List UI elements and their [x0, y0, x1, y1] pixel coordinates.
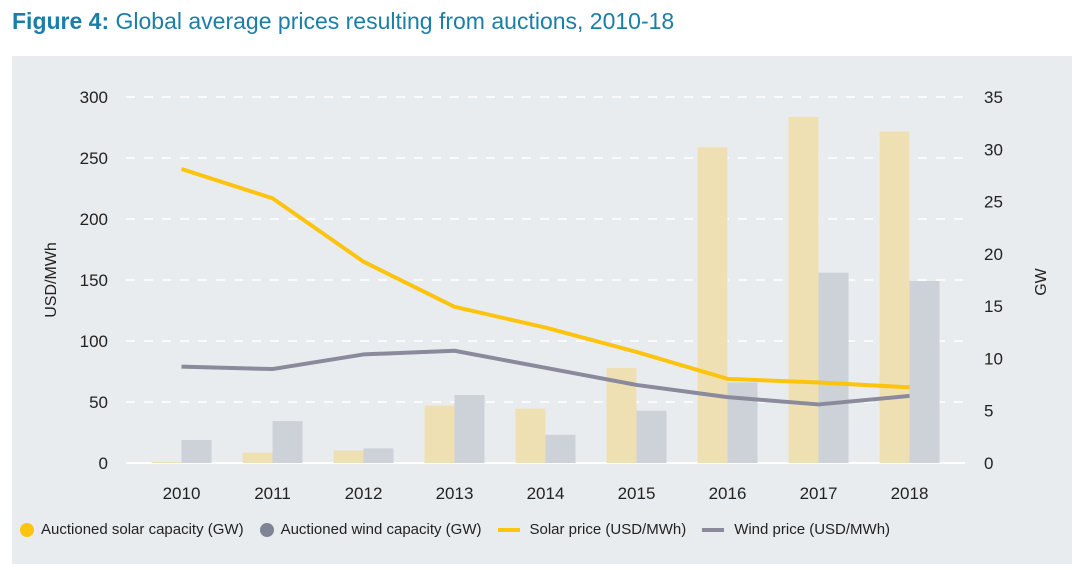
wind-price-line-icon	[702, 527, 725, 532]
left-tick-label: 100	[80, 332, 108, 351]
legend-item-wind-price: Wind price (USD/MWh)	[702, 521, 890, 538]
left-tick-label: 300	[80, 88, 108, 107]
right-tick-label: 20	[984, 245, 1003, 264]
x-tick-label: 2010	[163, 484, 201, 503]
solar-capacity-bar	[879, 131, 910, 463]
left-tick-label: 50	[89, 393, 108, 412]
right-tick-label: 35	[984, 88, 1003, 107]
solar-price-line-icon	[497, 527, 520, 532]
x-tick-label: 2015	[618, 484, 656, 503]
left-axis-label: USD/MWh	[43, 242, 60, 318]
right-axis-label: GW	[1033, 267, 1050, 295]
figure-title: Figure 4: Global average prices resultin…	[12, 8, 674, 35]
right-tick-label: 10	[984, 349, 1003, 368]
legend-item-wind-capacity: Auctioned wind capacity (GW)	[259, 521, 482, 538]
wind-capacity-bar	[363, 448, 394, 463]
legend: Auctioned solar capacity (GW) Auctioned …	[20, 521, 906, 538]
x-tick-label: 2017	[800, 484, 838, 503]
left-tick-label: 150	[80, 271, 108, 290]
left-axis-ticks: 0 50 100 150 200 250 300	[80, 88, 108, 473]
right-tick-label: 25	[984, 193, 1003, 212]
x-tick-label: 2012	[345, 484, 383, 503]
wind-capacity-bar	[636, 410, 667, 463]
legend-label: Wind price (USD/MWh)	[734, 521, 891, 538]
left-tick-label: 200	[80, 210, 108, 229]
x-tick-label: 2013	[436, 484, 474, 503]
right-axis-ticks: 0 5 10 15 20 25 30 35	[984, 88, 1003, 473]
wind-capacity-bar	[727, 382, 758, 463]
x-axis-ticks: 2010 2011 2012 2013 2014 2015 2016 2017 2018	[163, 484, 929, 503]
legend-item-solar-price: Solar price (USD/MWh)	[497, 521, 687, 538]
x-tick-label: 2014	[527, 484, 565, 503]
legend-label: Auctioned solar capacity (GW)	[41, 521, 244, 538]
figure-title-prefix: Figure 4:	[12, 8, 110, 34]
legend-label: Auctioned wind capacity (GW)	[280, 521, 482, 538]
x-tick-label: 2011	[254, 484, 291, 503]
bars	[151, 116, 940, 464]
solar-capacity-bar	[242, 452, 273, 463]
solar-capacity-bar	[788, 116, 819, 464]
solar-capacity-bar	[697, 147, 728, 464]
x-tick-label: 2018	[891, 484, 929, 503]
wind-capacity-bar	[909, 281, 940, 463]
solar-capacity-bar	[424, 405, 455, 463]
left-tick-label: 0	[99, 454, 108, 473]
wind-capacity-bar	[454, 395, 485, 463]
wind-capacity-marker-icon	[259, 522, 274, 537]
x-tick-label: 2016	[709, 484, 747, 503]
figure-title-text: Global average prices resulting from auc…	[115, 8, 675, 34]
right-tick-label: 0	[984, 454, 993, 473]
legend-item-solar-capacity: Auctioned solar capacity (GW)	[20, 521, 244, 538]
lines	[180, 167, 910, 407]
left-tick-label: 250	[80, 149, 108, 168]
right-tick-label: 15	[984, 297, 1003, 316]
solar-capacity-bar	[333, 450, 364, 463]
right-tick-label: 5	[984, 402, 993, 421]
right-tick-label: 30	[984, 140, 1003, 159]
wind-capacity-bar	[181, 439, 212, 463]
solar-capacity-marker-icon	[20, 522, 34, 537]
solar-capacity-bar	[151, 461, 182, 463]
wind-capacity-bar	[272, 421, 303, 463]
wind-capacity-bar	[545, 434, 576, 463]
wind-capacity-bar	[818, 272, 849, 463]
solar-capacity-bar	[515, 408, 546, 463]
legend-label: Solar price (USD/MWh)	[529, 521, 687, 538]
